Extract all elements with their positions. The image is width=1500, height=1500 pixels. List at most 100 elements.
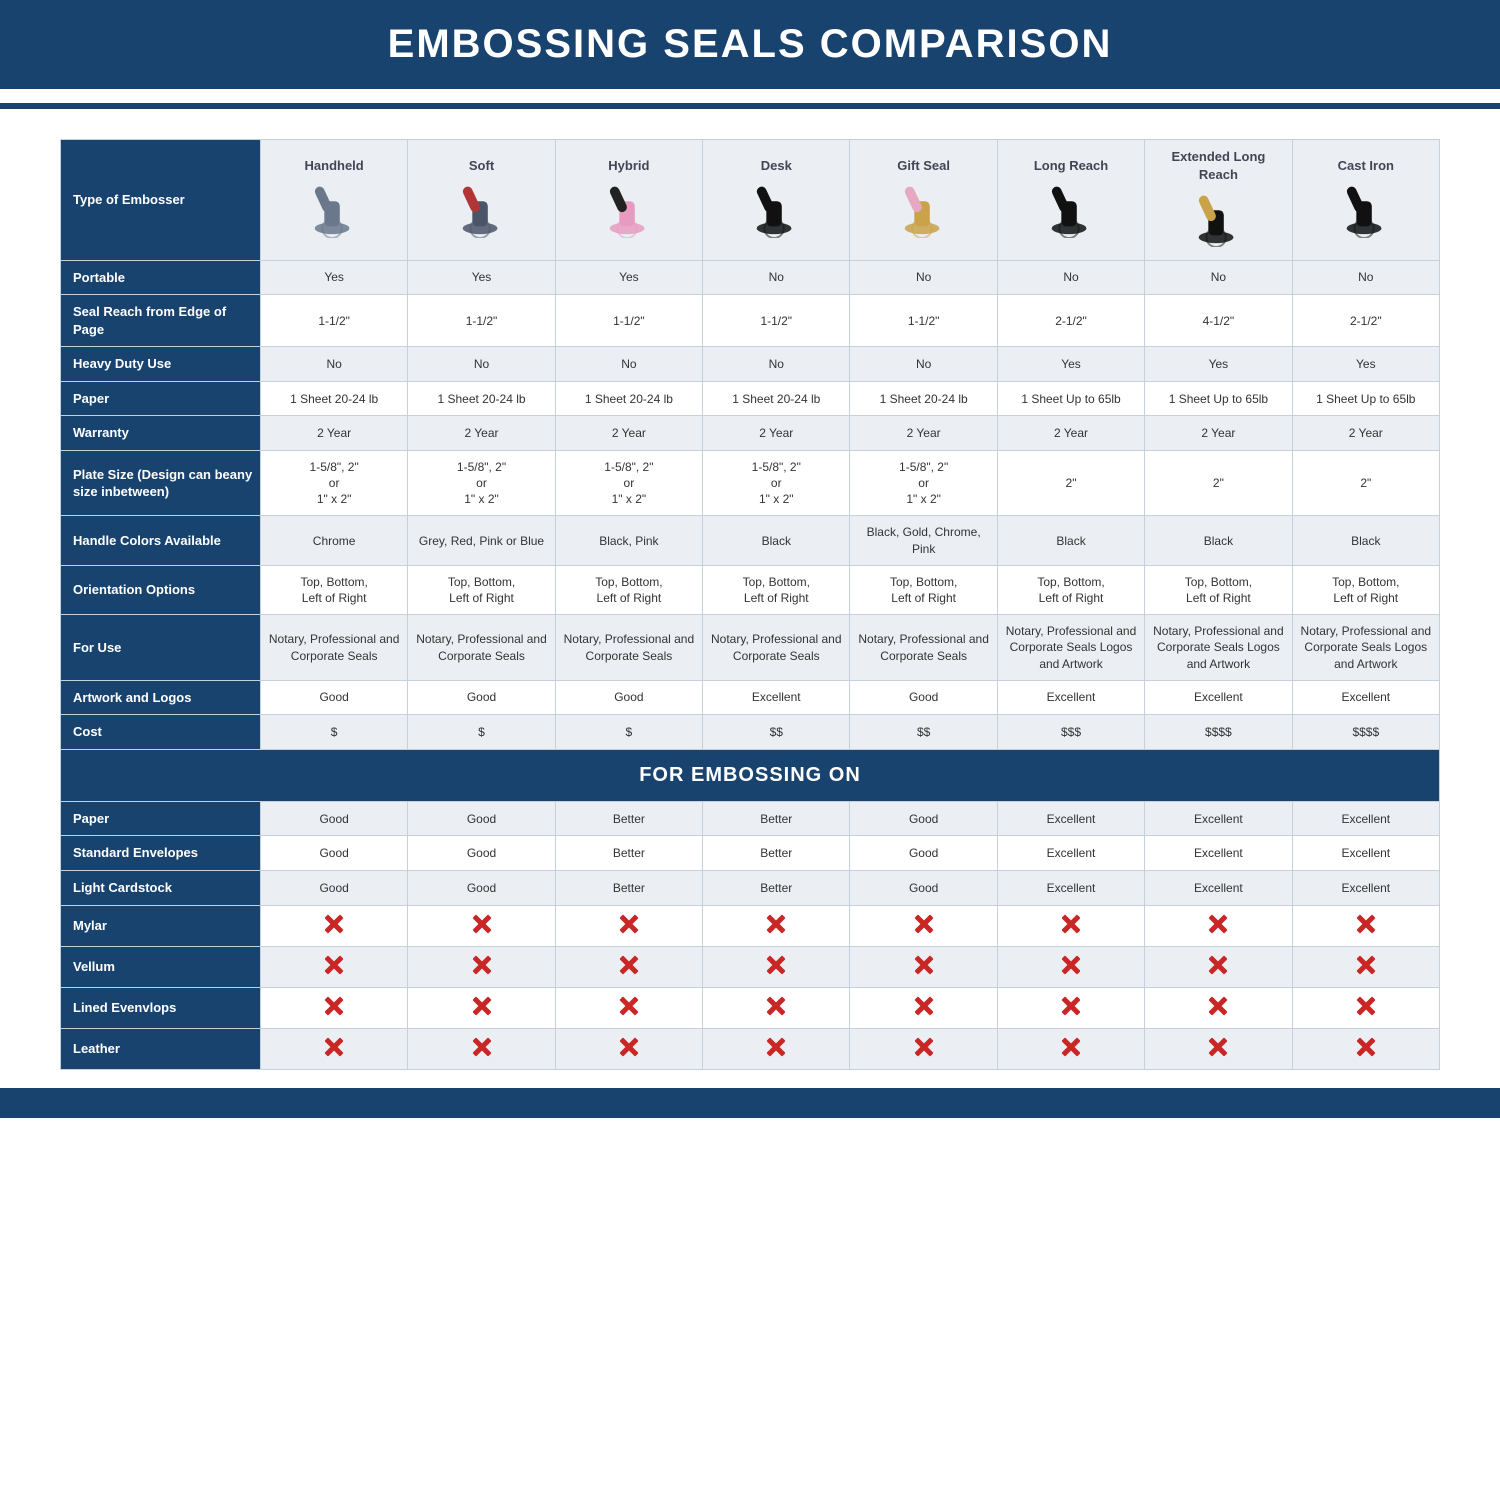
table-cell: $$$ [997,715,1144,750]
row-label: Artwork and Logos [61,680,261,715]
column-header: Desk [703,140,850,261]
x-icon [619,914,639,934]
row-label: Cost [61,715,261,750]
table-cell: No [997,260,1144,295]
table-cell: Top, Bottom,Left of Right [1145,565,1292,614]
table-cell: Yes [260,260,407,295]
table-row: Handle Colors AvailableChromeGrey, Red, … [61,516,1440,565]
table-cell [555,1029,702,1070]
row-label: Leather [61,1029,261,1070]
table-cell: Excellent [1145,870,1292,905]
column-label: Gift Seal [897,157,950,175]
table-cell: 1-5/8", 2"or1" x 2" [260,450,407,516]
table-cell: Notary, Professional and Corporate Seals [555,615,702,681]
table-cell: 2-1/2" [1292,295,1439,347]
table-cell: Black, Pink [555,516,702,565]
table-cell: Yes [555,260,702,295]
table-cell: Good [555,680,702,715]
table-row: PortableYesYesYesNoNoNoNoNo [61,260,1440,295]
x-icon [1356,996,1376,1016]
table-cell: Better [555,870,702,905]
table-cell: 2 Year [1145,416,1292,451]
table-cell: No [703,260,850,295]
table-cell [997,946,1144,987]
table-cell: Black [1292,516,1439,565]
table-row: Orientation OptionsTop, Bottom,Left of R… [61,565,1440,614]
column-label: Cast Iron [1338,157,1394,175]
table-cell: $ [555,715,702,750]
table-cell: Black, Gold, Chrome, Pink [850,516,997,565]
table-row: Paper1 Sheet 20-24 lb1 Sheet 20-24 lb1 S… [61,381,1440,416]
table-cell [1145,1029,1292,1070]
section-header-row: FOR EMBOSSING ON [61,749,1440,801]
table-row: Artwork and LogosGoodGoodGoodExcellentGo… [61,680,1440,715]
embosser-icon [747,180,805,238]
x-icon [324,955,344,975]
table-cell: 1-1/2" [850,295,997,347]
table-cell: 1-5/8", 2"or1" x 2" [850,450,997,516]
row-label: Paper [61,801,261,836]
table-row: Seal Reach from Edge of Page1-1/2"1-1/2"… [61,295,1440,347]
table-cell: No [850,347,997,382]
table-cell: 1-1/2" [703,295,850,347]
table-cell: Notary, Professional and Corporate Seals… [1145,615,1292,681]
table-cell: 1 Sheet 20-24 lb [850,381,997,416]
table-cell: 1 Sheet 20-24 lb [703,381,850,416]
x-icon [1061,1037,1081,1057]
table-cell: Excellent [997,801,1144,836]
table-cell: Top, Bottom,Left of Right [260,565,407,614]
embosser-icon [600,180,658,243]
table-cell: Grey, Red, Pink or Blue [408,516,555,565]
table-cell: Better [703,870,850,905]
embosser-icon [895,180,953,243]
table-cell: 2 Year [850,416,997,451]
table-cell: Good [260,836,407,871]
table-cell: Better [703,801,850,836]
table-cell: $ [408,715,555,750]
table-cell: Yes [1292,347,1439,382]
table-cell [260,946,407,987]
table-cell [1145,905,1292,946]
table-cell: 1 Sheet 20-24 lb [555,381,702,416]
table-cell: Black [1145,516,1292,565]
row-label: Vellum [61,946,261,987]
column-header: Cast Iron [1292,140,1439,261]
x-icon [619,1037,639,1057]
x-icon [1356,1037,1376,1057]
table-cell: Top, Bottom,Left of Right [703,565,850,614]
column-label: Soft [469,157,494,175]
page-title: EMBOSSING SEALS COMPARISON [0,0,1500,89]
table-cell: Excellent [997,870,1144,905]
column-header: Extended Long Reach [1145,140,1292,261]
table-cell: 1-5/8", 2"or1" x 2" [703,450,850,516]
embosser-icon [1189,189,1247,252]
table-cell: Notary, Professional and Corporate Seals [260,615,407,681]
table-cell: Good [408,680,555,715]
table-cell: Better [555,836,702,871]
column-header: Gift Seal [850,140,997,261]
table-cell [408,905,555,946]
column-label: Extended Long Reach [1151,148,1285,183]
table-cell [997,905,1144,946]
x-icon [324,914,344,934]
embosser-icon [1189,189,1247,247]
x-icon [1061,996,1081,1016]
table-cell: 2 Year [260,416,407,451]
column-label: Hybrid [608,157,649,175]
x-icon [914,914,934,934]
table-cell: 1-5/8", 2"or1" x 2" [408,450,555,516]
table-cell [555,946,702,987]
column-label: Long Reach [1034,157,1108,175]
row-label: Standard Envelopes [61,836,261,871]
table-row: Vellum [61,946,1440,987]
x-icon [1208,1037,1228,1057]
table-cell: Top, Bottom,Left of Right [997,565,1144,614]
x-icon [1356,955,1376,975]
table-cell [1292,1029,1439,1070]
table-cell: Good [408,836,555,871]
table-cell: 1 Sheet Up to 65lb [1145,381,1292,416]
row-label: Mylar [61,905,261,946]
content-area: Type of EmbosserHandheld Soft Hybrid Des… [0,109,1500,1070]
table-cell: Good [850,801,997,836]
table-cell: Excellent [703,680,850,715]
